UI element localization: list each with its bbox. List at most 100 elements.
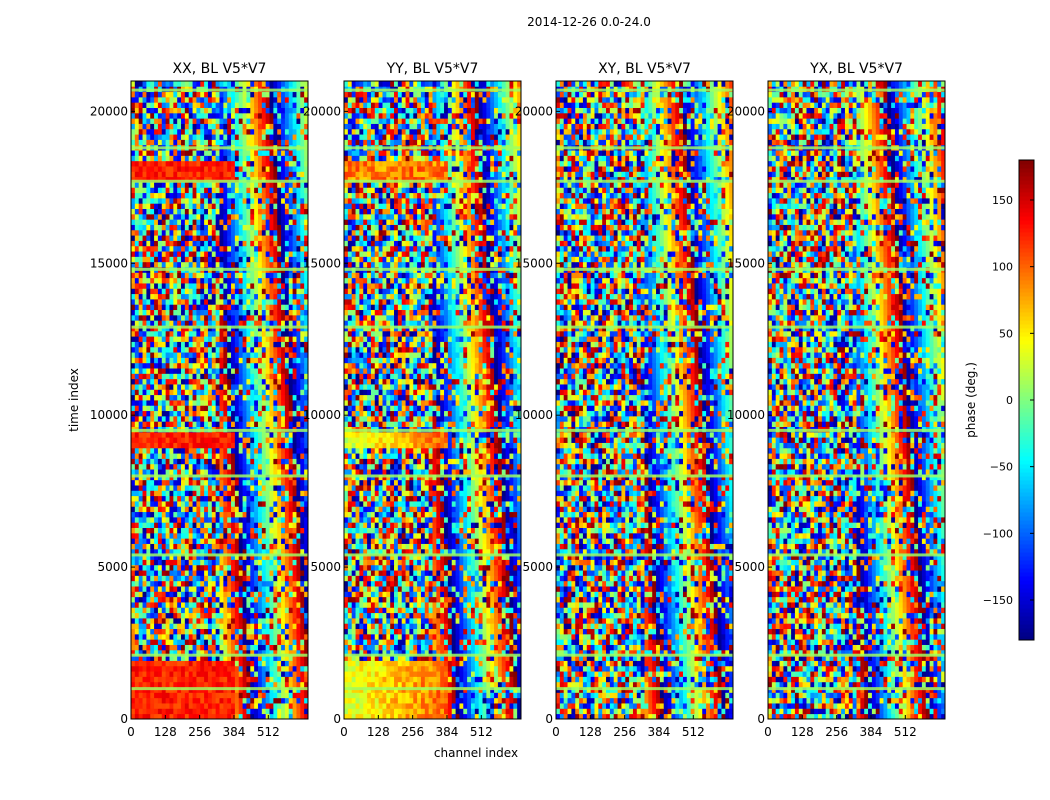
heatmap-cell [138,192,143,199]
heatmap-cell [131,511,136,518]
heatmap-cell [211,330,217,337]
heatmap-cell [281,171,286,178]
heatmap-cell [234,384,240,390]
heatmap-cell [169,591,174,598]
heatmap-cell [138,352,143,358]
heatmap-cell [150,256,155,263]
heatmap-cell [211,139,217,146]
heatmap-cell [254,697,259,704]
heatmap-cell [223,511,228,518]
heatmap-cell [296,644,301,651]
heatmap-cell [231,713,236,720]
heatmap-cell [284,559,290,566]
heatmap-cell [138,139,143,146]
heatmap-cell [257,447,263,454]
heatmap-cell [269,235,274,241]
heatmap-cell [296,697,301,704]
heatmap-cell [284,575,290,582]
heatmap-cell [284,187,290,194]
heatmap-cell [288,346,294,353]
heatmap-cell [188,501,193,507]
heatmap-cell [157,522,163,528]
heatmap-cell [277,580,282,587]
heatmap-cell [246,187,251,194]
heatmap-cell [269,155,274,162]
heatmap-cell [181,602,186,608]
heatmap-cell [300,235,305,241]
heatmap-cell [238,559,243,566]
heatmap-cell [234,208,240,215]
heatmap-cell [288,394,294,401]
heatmap-cell [304,245,309,252]
heatmap-cell [177,229,182,236]
heatmap-cell [207,442,213,449]
heatmap-cell [157,431,163,438]
heatmap-cell [169,602,174,608]
heatmap-cell [273,538,278,544]
heatmap-cell [215,298,220,305]
heatmap-cell [138,617,143,624]
heatmap-cell [288,490,294,497]
heatmap-cell [254,362,259,369]
heatmap-cell [146,628,151,635]
heatmap-cell [242,665,247,672]
heatmap-cell [196,240,201,247]
heatmap-cell [250,277,255,284]
heatmap-cell [200,649,205,656]
heatmap-cell [165,208,170,215]
heatmap-cell [169,277,174,284]
heatmap-cell [281,357,286,364]
heatmap-cell [242,628,247,635]
heatmap-cell [234,501,240,507]
heatmap-cell [284,437,290,443]
heatmap-cell [304,708,309,715]
heatmap-cell [300,405,305,412]
heatmap-cell [161,431,167,438]
heatmap-cell [234,219,240,225]
heatmap-cell [131,548,136,555]
heatmap-cell [231,304,236,311]
heatmap-cell [169,208,174,215]
heatmap-cell [165,150,170,156]
heatmap-cell [200,293,205,300]
heatmap-cell [273,516,278,523]
heatmap-cell [142,516,147,523]
heatmap-cell [204,150,209,156]
heatmap-cell [131,676,136,683]
heatmap-cell [165,596,170,603]
heatmap-cell [184,463,190,470]
heatmap-cell [273,586,278,592]
heatmap-cell [165,384,170,390]
heatmap-cell [238,314,243,321]
heatmap-cell [146,617,151,624]
heatmap-cell [157,665,163,672]
heatmap-cell [277,522,282,528]
heatmap-cell [142,713,147,720]
heatmap-cell [138,538,143,544]
heatmap-cell [150,522,155,528]
heatmap-cell [181,586,186,592]
heatmap-cell [223,431,228,438]
heatmap-cell [242,713,247,720]
heatmap-cell [181,458,186,465]
heatmap-cell [134,692,140,699]
heatmap-cell [154,708,159,715]
heatmap-cell [238,644,243,651]
heatmap-cell [254,671,259,677]
heatmap-cell [254,251,259,257]
heatmap-cell [142,469,147,475]
heatmap-cell [273,564,278,571]
heatmap-cell [131,362,136,369]
heatmap-cell [250,437,255,443]
heatmap-cell [250,527,255,534]
heatmap-cell [234,522,240,528]
heatmap-cell [281,447,286,454]
heatmap-cell [131,660,136,667]
heatmap-cell [200,660,205,667]
heatmap-cell [277,240,282,247]
heatmap-cell [131,580,136,587]
heatmap-cell [300,346,305,353]
heatmap-cell [177,522,182,528]
heatmap-cell [238,522,243,528]
heatmap-cell [134,506,140,513]
